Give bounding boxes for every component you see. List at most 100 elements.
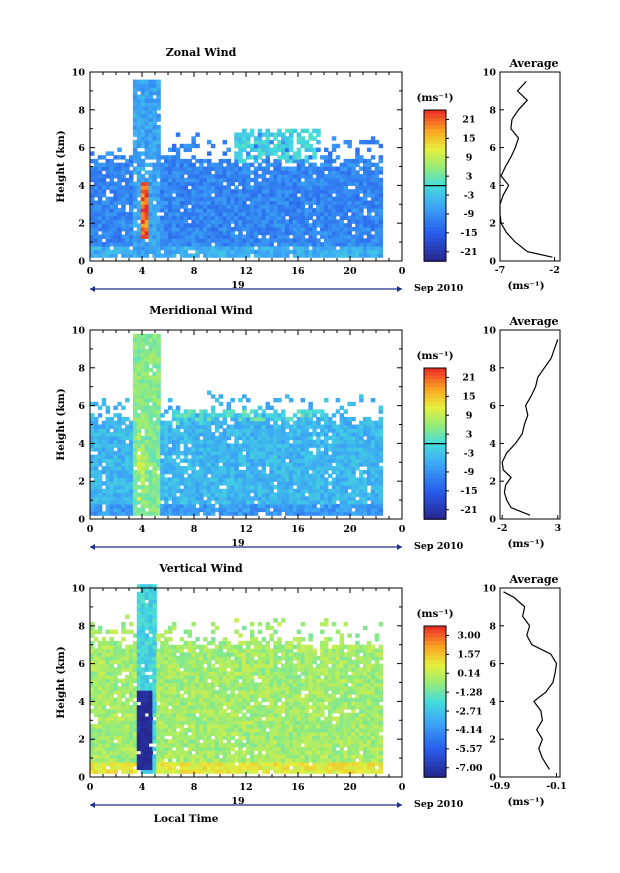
heatmap-cell	[121, 765, 126, 771]
heatmap-cell	[132, 735, 138, 740]
heatmap-cell	[191, 143, 196, 149]
heatmap-cell	[132, 158, 138, 164]
heatmap-cell	[152, 477, 157, 482]
heatmap-cell	[183, 492, 189, 497]
heatmap-cell	[222, 432, 228, 437]
heatmap-cell	[136, 215, 142, 220]
heatmap-cell	[355, 200, 360, 205]
heatmap-cell	[140, 341, 146, 346]
heatmap-cell	[183, 432, 189, 437]
heatmap-cell	[300, 208, 306, 213]
heatmap-cell	[113, 189, 118, 194]
heatmap-cell	[253, 451, 259, 456]
heatmap-cell	[109, 629, 114, 634]
heatmap-cell	[335, 200, 341, 205]
heatmap-cell	[152, 162, 157, 168]
heatmap-cell	[168, 230, 173, 236]
heatmap-cell	[101, 750, 107, 755]
heatmap-cell	[109, 208, 114, 213]
heatmap-cell	[230, 500, 235, 505]
heatmap-cell	[374, 189, 380, 194]
heatmap-cell	[132, 249, 138, 255]
heatmap-cell	[136, 227, 142, 232]
heatmap-cell	[378, 492, 384, 497]
heatmap-cell	[304, 496, 309, 501]
heatmap-cell	[191, 466, 196, 471]
heatmap-cell	[359, 181, 364, 186]
colorbar-swatch	[424, 219, 446, 224]
heatmap-cell	[324, 458, 329, 463]
colorbar-swatch	[424, 227, 446, 232]
heatmap-cell	[242, 204, 247, 209]
heatmap-cell	[148, 109, 153, 115]
heatmap-cell	[304, 223, 309, 228]
heatmap-cell	[144, 204, 150, 209]
heatmap-cell	[93, 223, 99, 228]
heatmap-cell	[359, 485, 364, 490]
heatmap-cell	[191, 227, 196, 232]
heatmap-cell	[152, 500, 157, 505]
colorbar-tick-label: 3	[466, 429, 473, 440]
heatmap-cell	[230, 238, 235, 243]
heatmap-cell	[210, 488, 216, 494]
heatmap-cell	[136, 652, 142, 657]
heatmap-cell	[300, 174, 306, 179]
heatmap-cell	[156, 87, 161, 92]
heatmap-cell	[359, 462, 364, 467]
heatmap-cell	[168, 398, 173, 403]
heatmap-cell	[152, 496, 157, 501]
heatmap-cell	[93, 473, 99, 478]
heatmap-cell	[320, 223, 325, 228]
heatmap-cell	[300, 128, 306, 134]
heatmap-cell	[265, 193, 270, 198]
heatmap-cell	[191, 432, 196, 437]
date-label: Sep 2010	[414, 283, 464, 294]
heatmap-cell	[366, 208, 372, 213]
heatmap-cell	[183, 496, 189, 501]
heatmap-cell	[129, 443, 134, 448]
heatmap-cell	[113, 227, 118, 232]
heatmap-cell	[168, 170, 173, 175]
heatmap-cell	[273, 211, 278, 217]
heatmap-cell	[156, 204, 161, 209]
heatmap-cell	[164, 409, 169, 414]
heatmap-cell	[304, 193, 309, 198]
heatmap-cell	[288, 477, 294, 482]
heatmap-cell	[370, 473, 376, 478]
heatmap-cell	[242, 132, 247, 137]
heatmap-cell	[144, 382, 150, 388]
heatmap-cell	[140, 87, 146, 92]
heatmap-cell	[378, 245, 384, 251]
heatmap-cell	[125, 656, 130, 661]
heatmap-cell	[218, 223, 224, 228]
heatmap-cell	[296, 477, 302, 482]
heatmap-cell	[117, 743, 122, 748]
heatmap-cell	[125, 769, 130, 774]
heatmap-cell	[152, 488, 157, 494]
heatmap-cell	[148, 428, 153, 433]
heatmap-cell	[374, 439, 380, 444]
heatmap-cell	[222, 466, 228, 471]
heatmap-cell	[101, 166, 107, 171]
y-tick-label: 6	[489, 401, 496, 412]
heatmap-cell	[125, 162, 130, 168]
heatmap-cell	[97, 727, 103, 733]
heatmap-cell	[214, 416, 220, 422]
colorbar-swatch	[424, 151, 446, 156]
heatmap-cell	[90, 413, 95, 418]
heatmap-cell	[312, 208, 317, 213]
heatmap-cell	[249, 409, 255, 414]
heatmap-cell	[242, 458, 247, 463]
heatmap-cell	[195, 193, 200, 198]
heatmap-cell	[101, 249, 107, 255]
heatmap-cell	[136, 420, 142, 426]
heatmap-cell	[148, 185, 153, 190]
heatmap-cell	[366, 223, 372, 228]
heatmap-cell	[148, 211, 153, 217]
heatmap-cell	[199, 204, 204, 209]
y-tick-label: 4	[489, 439, 496, 450]
heatmap-cell	[144, 90, 150, 96]
heatmap-cell	[370, 507, 376, 513]
heatmap-cell	[246, 234, 251, 239]
heatmap-cell	[136, 348, 142, 354]
